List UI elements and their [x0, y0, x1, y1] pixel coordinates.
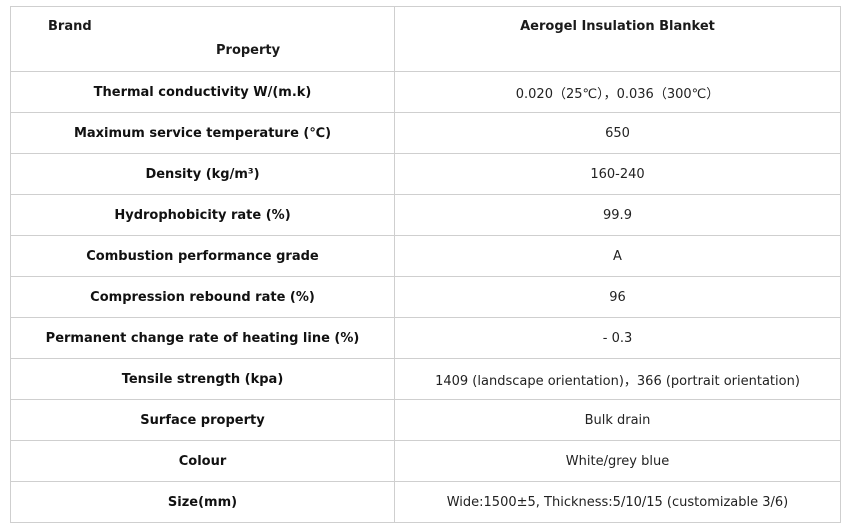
table-row: Density (kg/m³) 160-240	[10, 153, 841, 195]
value-cell: 99.9	[394, 194, 841, 236]
property-cell: Permanent change rate of heating line (%…	[10, 317, 395, 359]
table-row: Tensile strength (kpa) 1409 (landscape o…	[10, 358, 841, 400]
table-row: Maximum service temperature (℃) 650	[10, 112, 841, 154]
value-cell: - 0.3	[394, 317, 841, 359]
value-cell: 1409 (landscape orientation)，366 (portra…	[394, 358, 841, 400]
property-label: Property	[216, 43, 281, 58]
product-name: Aerogel Insulation Blanket	[520, 19, 715, 34]
value-cell: White/grey blue	[394, 440, 841, 482]
table-row: Compression rebound rate (%) 96	[10, 276, 841, 318]
property-cell: Maximum service temperature (℃)	[10, 112, 395, 154]
property-cell: Hydrophobicity rate (%)	[10, 194, 395, 236]
table-row: Thermal conductivity W/(m.k) 0.020（25℃），…	[10, 71, 841, 113]
table-row: Hydrophobicity rate (%) 99.9	[10, 194, 841, 236]
value-cell: Wide:1500±5, Thickness:5/10/15 (customiz…	[394, 481, 841, 523]
table-row: Surface property Bulk drain	[10, 399, 841, 441]
corner-header-cell: Brand Property	[10, 6, 395, 72]
property-cell: Tensile strength (kpa)	[10, 358, 395, 400]
value-cell: A	[394, 235, 841, 277]
table-header-row: Brand Property Aerogel Insulation Blanke…	[10, 6, 841, 72]
value-cell: 650	[394, 112, 841, 154]
property-cell: Thermal conductivity W/(m.k)	[10, 71, 395, 113]
table-row: Colour White/grey blue	[10, 440, 841, 482]
property-cell: Compression rebound rate (%)	[10, 276, 395, 318]
property-cell: Colour	[10, 440, 395, 482]
table-row: Combustion performance grade A	[10, 235, 841, 277]
table-row: Permanent change rate of heating line (%…	[10, 317, 841, 359]
value-cell: 0.020（25℃），0.036（300℃）	[394, 71, 841, 113]
spec-table: Brand Property Aerogel Insulation Blanke…	[10, 6, 841, 523]
value-cell: Bulk drain	[394, 399, 841, 441]
value-cell: 96	[394, 276, 841, 318]
property-cell: Combustion performance grade	[10, 235, 395, 277]
property-cell: Surface property	[10, 399, 395, 441]
brand-label: Brand	[48, 19, 92, 34]
product-header-cell: Aerogel Insulation Blanket	[394, 6, 841, 72]
property-cell: Size(mm)	[10, 481, 395, 523]
table-row: Size(mm) Wide:1500±5, Thickness:5/10/15 …	[10, 481, 841, 523]
property-cell: Density (kg/m³)	[10, 153, 395, 195]
value-cell: 160-240	[394, 153, 841, 195]
